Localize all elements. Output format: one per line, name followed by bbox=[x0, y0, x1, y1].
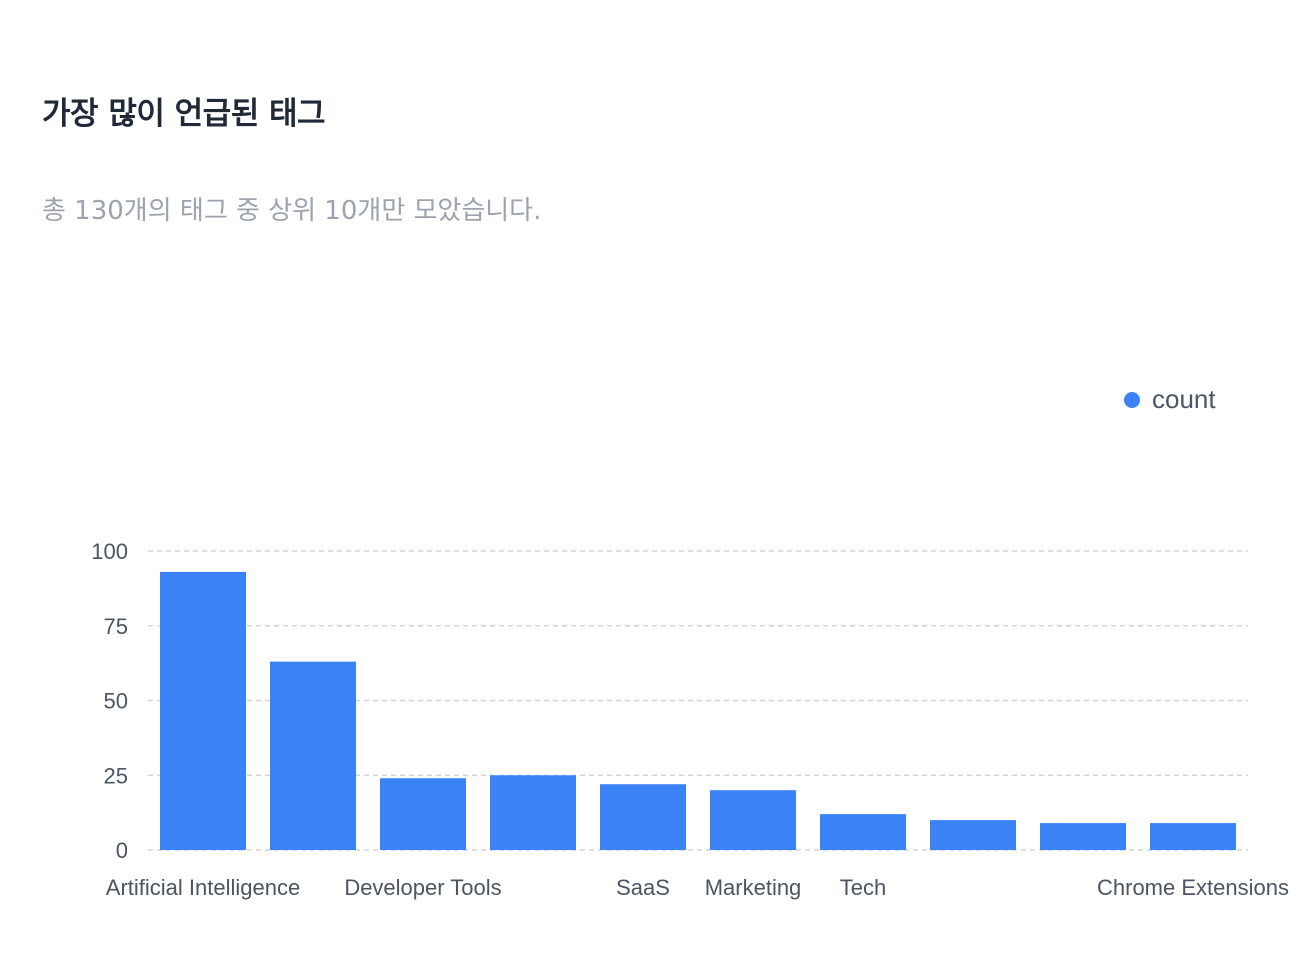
x-tick-label: SaaS bbox=[616, 875, 670, 900]
bar[interactable] bbox=[380, 778, 466, 850]
bar[interactable] bbox=[600, 784, 686, 850]
x-tick-label: Tech bbox=[840, 875, 886, 900]
y-tick-label: 100 bbox=[91, 539, 128, 564]
bar[interactable] bbox=[710, 790, 796, 850]
bar[interactable] bbox=[270, 661, 356, 850]
x-tick-label: Artificial Intelligence bbox=[106, 875, 300, 900]
y-tick-label: 50 bbox=[104, 689, 128, 714]
y-tick-label: 75 bbox=[104, 614, 128, 639]
bar[interactable] bbox=[820, 814, 906, 850]
bar[interactable] bbox=[160, 571, 246, 850]
y-axis-ticks: 0 25 50 75 100 bbox=[91, 539, 128, 863]
bar[interactable] bbox=[490, 775, 576, 850]
bars bbox=[160, 571, 1236, 850]
y-tick-label: 0 bbox=[116, 838, 128, 863]
chart-subtitle: 총 130개의 태그 중 상위 10개만 모았습니다. bbox=[42, 196, 542, 226]
chart-legend[interactable]: count bbox=[1124, 384, 1216, 415]
bar[interactable] bbox=[1040, 823, 1126, 850]
x-tick-label: Marketing bbox=[705, 875, 802, 900]
chart-title: 가장 많이 언급된 태그 bbox=[42, 96, 326, 132]
x-tick-label: Chrome Extensions bbox=[1097, 875, 1289, 900]
y-tick-label: 25 bbox=[104, 763, 128, 788]
legend-label-count: count bbox=[1152, 384, 1216, 414]
x-tick-label: Developer Tools bbox=[344, 875, 501, 900]
x-axis-ticks: Artificial Intelligence Developer Tools Sa… bbox=[106, 875, 1289, 900]
bar[interactable] bbox=[930, 820, 1016, 850]
legend-dot-icon bbox=[1124, 391, 1140, 408]
bar[interactable] bbox=[1150, 823, 1236, 850]
